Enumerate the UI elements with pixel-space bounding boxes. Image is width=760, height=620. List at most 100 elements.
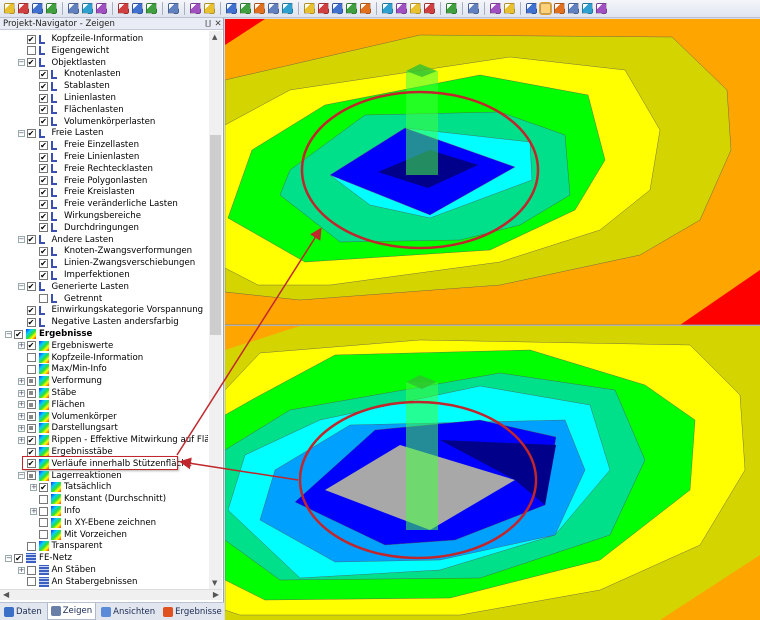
- tree-item[interactable]: ✔ Wirkungsbereiche: [0, 210, 208, 222]
- scroll-left-icon[interactable]: ◀: [3, 590, 10, 599]
- tree-item[interactable]: + Volumenkörper: [0, 411, 208, 423]
- surface-load-icon[interactable]: [96, 3, 107, 14]
- checkbox[interactable]: ✔: [26, 282, 36, 292]
- tree-item[interactable]: + Flächen: [0, 399, 208, 411]
- tree-item[interactable]: − ✔ FE-Netz: [0, 552, 208, 564]
- scroll-right-icon[interactable]: ▶: [212, 590, 219, 599]
- section-icon[interactable]: [204, 3, 215, 14]
- view-xi-icon[interactable]: [424, 3, 435, 14]
- tree-item[interactable]: ✔ Imperfektionen: [0, 269, 208, 281]
- checkbox[interactable]: ✔: [39, 140, 48, 150]
- zoom-reset-icon[interactable]: [332, 3, 343, 14]
- tree-item[interactable]: ✔ Volumenkörperlasten: [0, 116, 208, 128]
- checkbox[interactable]: ✔: [26, 317, 36, 327]
- checkbox[interactable]: ✔: [39, 164, 48, 174]
- checkbox[interactable]: [39, 530, 48, 540]
- checkbox[interactable]: ✔: [14, 553, 23, 563]
- tree-item[interactable]: − ✔ Ergebnisse: [0, 328, 208, 340]
- perspective-icon[interactable]: [490, 3, 501, 14]
- checkbox[interactable]: ✔: [39, 105, 48, 115]
- results-surface-icon[interactable]: [554, 3, 565, 14]
- checkbox[interactable]: ✔: [39, 199, 48, 209]
- tree-item[interactable]: ✔ Kopfzeile-Information: [0, 33, 208, 45]
- expand-icon[interactable]: +: [17, 388, 25, 397]
- arrow-icon[interactable]: [568, 3, 579, 14]
- expand-icon[interactable]: +: [17, 341, 25, 350]
- checkbox[interactable]: ✔: [39, 152, 48, 162]
- tree-item[interactable]: + Stäbe: [0, 387, 208, 399]
- collapse-icon[interactable]: −: [17, 58, 25, 67]
- checkbox[interactable]: ✔: [39, 246, 48, 256]
- collapse-icon[interactable]: −: [5, 329, 12, 338]
- checkbox[interactable]: [26, 423, 36, 433]
- member-icon[interactable]: [32, 3, 43, 14]
- expand-icon[interactable]: +: [17, 400, 25, 409]
- collapse-icon[interactable]: −: [17, 128, 25, 137]
- tab-daten[interactable]: Daten: [1, 603, 45, 620]
- 3d-views[interactable]: [225, 19, 760, 620]
- tree-item[interactable]: + ✔ Ergebniswerte: [0, 340, 208, 352]
- collapse-icon[interactable]: −: [5, 553, 12, 562]
- checkbox[interactable]: ✔: [39, 270, 48, 280]
- tree-item[interactable]: ✔ Freie Linienlasten: [0, 151, 208, 163]
- checkbox[interactable]: ✔: [26, 235, 36, 245]
- tree-item[interactable]: ✔ Linien-Zwangsverschiebungen: [0, 257, 208, 269]
- checkbox[interactable]: ✔: [39, 176, 48, 186]
- checkbox[interactable]: ✔: [26, 435, 36, 445]
- select-window-icon[interactable]: [254, 3, 265, 14]
- checkbox[interactable]: [26, 541, 36, 551]
- tree-item[interactable]: Eigengewicht: [0, 45, 208, 57]
- grid-icon[interactable]: [146, 3, 157, 14]
- checkbox[interactable]: [26, 353, 36, 363]
- tab-ergebnisse[interactable]: Ergebnisse: [160, 603, 225, 620]
- tree-item[interactable]: ✔ Freie Rechtecklasten: [0, 163, 208, 175]
- tree-item[interactable]: + Darstellungsart: [0, 422, 208, 434]
- tree-item[interactable]: +✔An Flächen: [0, 588, 208, 589]
- checkbox[interactable]: [26, 400, 36, 410]
- close-icon[interactable]: ✕: [214, 19, 222, 29]
- tree-item[interactable]: ✔ Freie veränderliche Lasten: [0, 198, 208, 210]
- pin-icon[interactable]: ⨿: [204, 19, 212, 29]
- zoom-icon[interactable]: [304, 3, 315, 14]
- tree-item[interactable]: An Stabergebnissen: [0, 576, 208, 588]
- tree-item[interactable]: ✔ Stablasten: [0, 80, 208, 92]
- tree-item[interactable]: − ✔ Andere Lasten: [0, 234, 208, 246]
- checkbox[interactable]: [26, 471, 36, 481]
- tree-item[interactable]: + An Stäben: [0, 564, 208, 576]
- view-iso-icon[interactable]: [360, 3, 371, 14]
- support-icon[interactable]: [46, 3, 57, 14]
- scroll-down-icon[interactable]: ▼: [212, 579, 218, 587]
- checkbox[interactable]: ✔: [26, 34, 36, 44]
- checkbox[interactable]: [26, 376, 36, 386]
- tree-item[interactable]: + Verformung: [0, 375, 208, 387]
- results-line-icon[interactable]: [526, 3, 537, 14]
- view-icon[interactable]: [168, 3, 179, 14]
- expand-icon[interactable]: +: [30, 482, 37, 491]
- tree-item[interactable]: Max/Min-Info: [0, 363, 208, 375]
- select-all-icon[interactable]: [268, 3, 279, 14]
- view-3d-icon[interactable]: [346, 3, 357, 14]
- checkbox[interactable]: [26, 388, 36, 398]
- horizontal-scrollbar[interactable]: ◀ ▶: [0, 589, 222, 600]
- results-color-icon[interactable]: [539, 2, 552, 15]
- checkbox[interactable]: ✔: [39, 187, 48, 197]
- checkbox[interactable]: ✔: [14, 329, 23, 339]
- tab-zeigen[interactable]: Zeigen: [46, 603, 97, 620]
- checkbox[interactable]: ✔: [39, 258, 48, 268]
- view-z-icon[interactable]: [410, 3, 421, 14]
- model-icon[interactable]: [190, 3, 201, 14]
- tree-item[interactable]: + Info: [0, 505, 208, 517]
- line-icon[interactable]: [18, 3, 29, 14]
- expand-icon[interactable]: +: [17, 376, 25, 385]
- expand-icon[interactable]: +: [17, 412, 25, 421]
- tree-item[interactable]: ✔ Freie Einzellasten: [0, 139, 208, 151]
- checkbox[interactable]: [26, 412, 36, 422]
- dimension-icon[interactable]: [118, 3, 129, 14]
- tree-item[interactable]: − Lagerreaktionen: [0, 470, 208, 482]
- checkbox[interactable]: [26, 46, 36, 56]
- tree-item[interactable]: Kopfzeile-Information: [0, 352, 208, 364]
- tree-item[interactable]: ✔ Durchdringungen: [0, 222, 208, 234]
- tree-item[interactable]: ✔ Linienlasten: [0, 92, 208, 104]
- expand-icon[interactable]: +: [30, 506, 37, 515]
- tree-item[interactable]: ✔ Einwirkungskategorie Vorspannung: [0, 304, 208, 316]
